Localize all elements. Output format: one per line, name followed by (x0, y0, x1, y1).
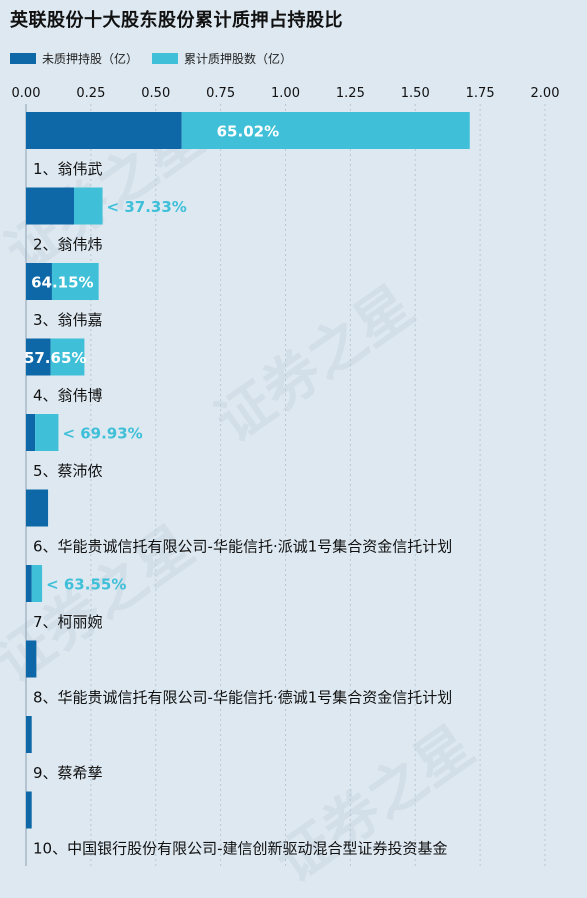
bar-unpledged (26, 791, 32, 829)
legend: 未质押持股（亿） 累计质押股数（亿） (10, 50, 306, 66)
data-label: < 69.93% (62, 425, 142, 443)
category-label: 8、华能贵诚信托有限公司-华能信托·德诚1号集合资金信托计划 (33, 689, 452, 707)
legend-swatch-pledged (152, 52, 179, 64)
x-tick-label: 0.00 (12, 86, 41, 101)
bar-pledged (35, 414, 59, 451)
legend-swatch-unpledged (10, 52, 36, 64)
bar-unpledged (26, 187, 75, 225)
x-tick-label: 1.00 (271, 86, 300, 101)
bar-unpledged (26, 414, 36, 451)
bar-pledged (50, 338, 85, 376)
category-label: 5、蔡沛侬 (33, 462, 103, 480)
data-label: < 37.33% (107, 198, 187, 216)
category-label: 4、翁伟博 (33, 387, 103, 405)
bar-pledged (51, 263, 99, 300)
data-label: 64.15% (31, 274, 93, 292)
category-label: 6、华能贵诚信托有限公司-华能信托·派诚1号集合资金信托计划 (33, 538, 452, 556)
bar-chart: 0.00 0.25 0.50 0.75 1.00 1.25 1.50 1.75 2.00 65.0… (12, 86, 560, 866)
x-tick-label: 2.00 (531, 86, 560, 101)
bar-unpledged (26, 640, 37, 678)
x-tick-label: 1.50 (401, 86, 430, 101)
bar-unpledged (26, 489, 49, 527)
bar-pledged (31, 565, 43, 602)
legend-item-pledged: 累计质押股数（亿） (152, 50, 292, 67)
category-label: 7、柯丽婉 (33, 613, 103, 631)
x-tick-label: 1.75 (466, 86, 495, 101)
category-label: 9、蔡希孳 (33, 764, 103, 782)
x-tick-label: 0.25 (76, 86, 105, 101)
legend-item-unpledged: 未质押持股（亿） (10, 50, 138, 67)
category-label: 10、中国银行股份有限公司-建信创新驱动混合型证券投资基金 (33, 840, 448, 858)
category-label: 2、翁伟炜 (33, 236, 103, 254)
category-label: 3、翁伟嘉 (33, 311, 103, 329)
category-label: 1、翁伟武 (33, 160, 103, 178)
x-tick-label: 1.25 (336, 86, 365, 101)
legend-label-unpledged: 未质押持股（亿） (42, 51, 139, 66)
data-label: < 63.55% (46, 576, 126, 594)
bar-unpledged (26, 716, 32, 753)
bar-unpledged (26, 565, 32, 602)
data-label: 57.65% (24, 349, 86, 367)
x-tick-label: 0.50 (141, 86, 170, 101)
legend-label-pledged: 累计质押股数（亿） (184, 51, 293, 66)
data-label: 65.02% (217, 123, 279, 141)
x-tick-label: 0.75 (206, 86, 235, 101)
bar-pledged (74, 187, 103, 225)
chart-title: 英联股份十大股东股份累计质押占持股比 (10, 10, 343, 31)
bar-unpledged (26, 112, 182, 149)
bar-unpledged (26, 263, 52, 300)
bar-pledged (181, 112, 470, 149)
bar-unpledged (26, 338, 51, 376)
